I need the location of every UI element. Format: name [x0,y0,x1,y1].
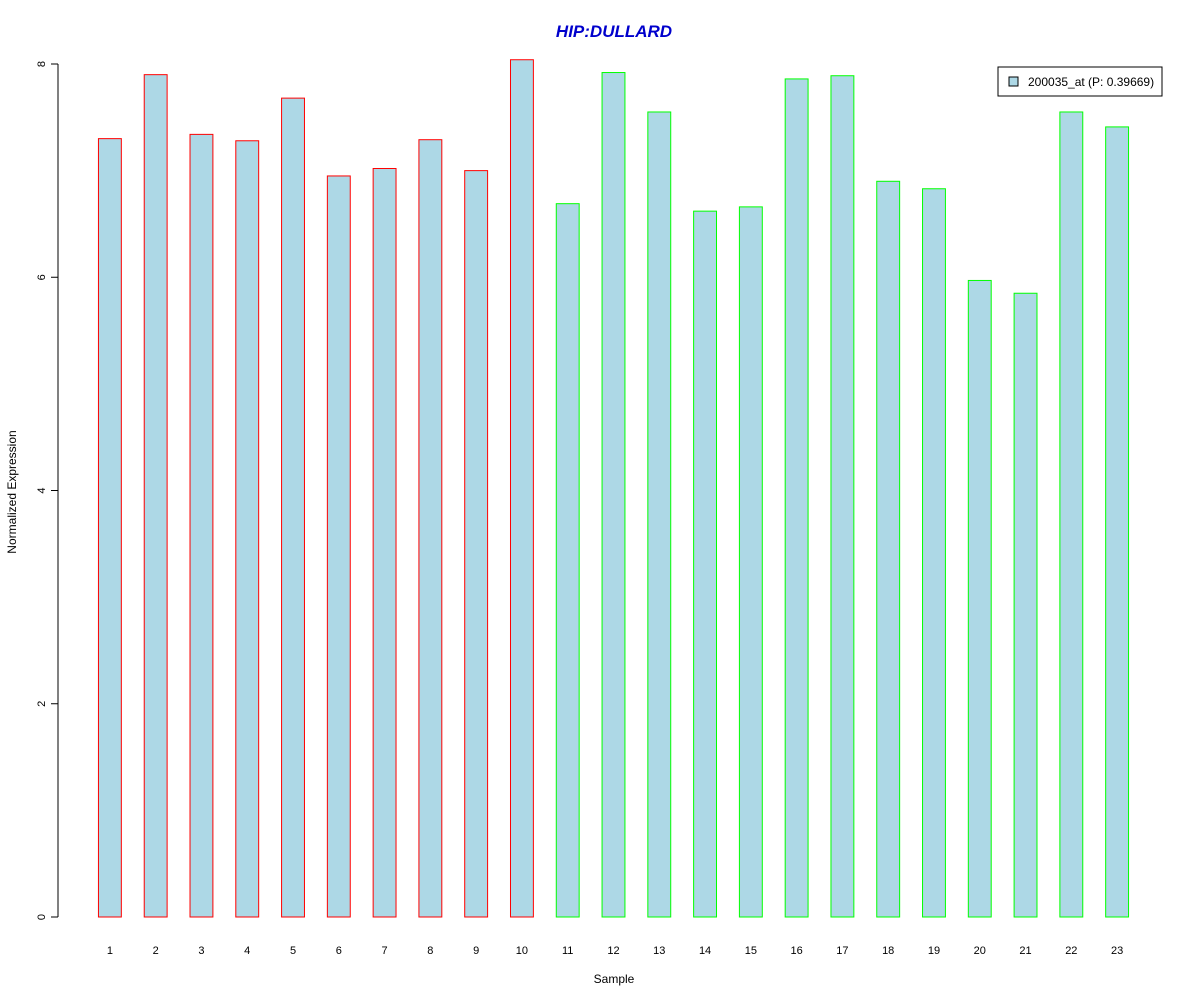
legend-box [997,66,1163,97]
x-tick-labels: 1 2 3 4 5 6 7 8 9 10 11 12 13 14 15 16 17 18 19 20 21 22 23 [107,945,1123,957]
bar-sample-5 [281,97,305,918]
bar-sample-23 [1105,126,1130,918]
x-tick-label: 6 [336,945,342,957]
x-tick-label: 23 [1111,945,1123,957]
y-tick-label: 0 [36,914,48,920]
bar-sample-15 [738,206,763,918]
x-tick-label: 12 [607,945,619,957]
x-tick-label: 15 [745,945,757,957]
bar-sample-16 [784,78,809,918]
chart-title: HIP:DULLARD [556,22,672,41]
legend: 200035_at (P: 0.39669) [997,66,1163,97]
y-tick-label: 2 [36,701,48,707]
x-tick-label: 20 [974,945,986,957]
x-tick-label: 3 [198,945,204,957]
x-tick-label: 8 [427,945,433,957]
bar-sample-22 [1059,111,1084,918]
x-tick-label: 1 [107,945,113,957]
bar-sample-10 [509,59,534,918]
bar-sample-20 [967,279,992,918]
x-tick-label: 4 [244,945,250,957]
x-tick-label: 18 [882,945,894,957]
x-tick-label: 11 [562,945,573,957]
x-tick-label: 13 [653,945,665,957]
x-tick-label: 2 [153,945,159,957]
bar-sample-6 [326,175,351,918]
x-tick-label: 5 [290,945,296,957]
x-axis-label: Sample [594,972,635,986]
x-tick-label: 17 [836,945,848,957]
bar-sample-2 [143,74,168,918]
bar-sample-3 [189,133,214,918]
bar-sample-8 [418,139,443,918]
y-tick-label: 8 [36,61,48,67]
y-tick-label: 4 [36,487,48,493]
legend-swatch [1008,76,1019,87]
bars-group [97,59,1130,918]
x-tick-label: 22 [1065,945,1077,957]
x-tick-label: 10 [516,945,528,957]
y-axis-label: Normalized Expression [5,430,19,553]
bar-sample-19 [922,188,946,918]
bar-sample-1 [97,138,122,918]
bar-sample-9 [464,170,489,918]
bar-sample-7 [372,167,397,918]
bar-sample-12 [601,72,626,918]
bar-sample-4 [235,140,260,918]
y-axis: 0 2 4 6 8 [36,61,59,920]
bar-sample-21 [1013,292,1038,918]
bar-sample-18 [876,180,901,918]
x-tick-label: 21 [1019,945,1031,957]
x-tick-label: 7 [382,945,388,957]
x-tick-label: 19 [928,945,940,957]
x-tick-label: 14 [699,945,711,957]
bar-sample-14 [693,210,718,918]
x-tick-label: 16 [791,945,803,957]
legend-entry: 200035_at (P: 0.39669) [1028,75,1154,89]
bar-sample-13 [647,111,672,918]
bar-sample-17 [830,75,855,918]
bar-sample-11 [555,203,580,918]
x-tick-label: 9 [473,945,479,957]
y-tick-label: 6 [36,274,48,280]
